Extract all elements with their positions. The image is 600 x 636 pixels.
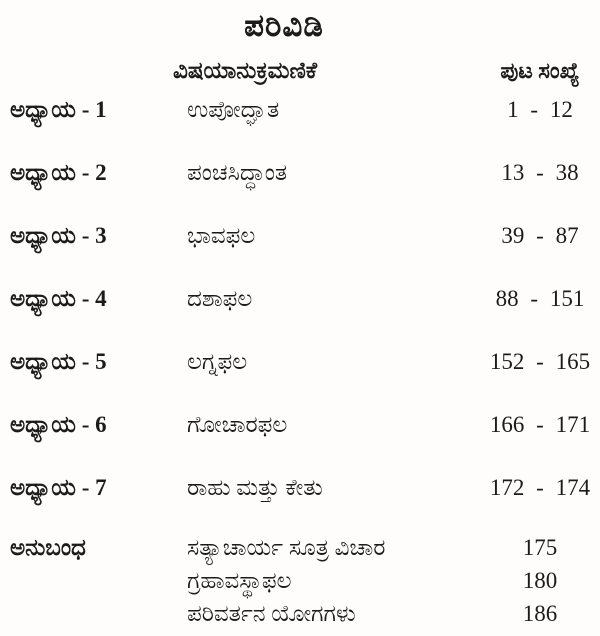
chapter-label: ಅಧ್ಯಾಯ - 3 [10, 223, 107, 248]
page-range: 88 - 151 [495, 286, 585, 311]
chapter-title: ಲಗ್ನಫಲ [187, 349, 248, 374]
page-range: 172 - 174 [489, 475, 591, 500]
toc-row: ಅಧ್ಯಾಯ - 1 ಉಪೋದ್ಘಾತ 1 - 12 [10, 95, 600, 125]
subject-column-header: ವಿಷಯಾನುಕ್ರಮಣಿಕೆ [173, 58, 318, 83]
page-range: 13 - 38 [501, 160, 579, 185]
page-range: 1 - 12 [507, 97, 573, 122]
toc-row: ಅಧ್ಯಾಯ - 6 ಗೋಚಾರಫಲ 166 - 171 [10, 410, 600, 440]
chapter-label: ಅಧ್ಯಾಯ - 7 [10, 475, 107, 500]
toc-row: ಅಧ್ಯಾಯ - 5 ಲಗ್ನಫಲ 152 - 165 [10, 347, 600, 377]
appendix-row: ಗ್ರಹಾವಸ್ಥಾಫಲ 180 [10, 566, 600, 596]
toc-row: ಅಧ್ಯಾಯ - 7 ರಾಹು ಮತ್ತು ಕೇತು 172 - 174 [10, 473, 600, 503]
appendix-row: ಅನುಬಂಧ ಸತ್ಯಾಚಾರ್ಯ ಸೂತ್ರ ವಿಚಾರ 175 [10, 533, 600, 563]
page-number-column-header: ಪುಟ ಸಂಖ್ಯೆ [500, 58, 580, 83]
appendix-item-page: 180 [522, 568, 558, 593]
page-range: 152 - 165 [489, 349, 591, 374]
chapter-title: ರಾಹು ಮತ್ತು ಕೇತು [187, 475, 323, 500]
appendix-item-page: 175 [522, 535, 558, 560]
chapter-label: ಅಧ್ಯಾಯ - 1 [10, 97, 107, 122]
page-range: 39 - 87 [501, 223, 579, 248]
chapter-label: ಅಧ್ಯಾಯ - 5 [10, 349, 107, 374]
page-range: 166 - 171 [489, 412, 591, 437]
page-title: ಪರಿವಿಡಿ [244, 8, 324, 43]
chapter-label: ಅಧ್ಯಾಯ - 2 [10, 160, 107, 185]
chapter-title: ಪಂಚಸಿದ್ಧಾಂತ [187, 160, 288, 185]
appendix-item-title: ಗ್ರಹಾವಸ್ಥಾಫಲ [187, 568, 292, 593]
chapter-title: ಉಪೋದ್ಘಾತ [187, 97, 280, 122]
chapter-title: ಗೋಚಾರಫಲ [187, 412, 288, 437]
appendix-label: ಅನುಬಂಧ [10, 535, 86, 560]
appendix-item-title: ಸತ್ಯಾಚಾರ್ಯ ಸೂತ್ರ ವಿಚಾರ [187, 535, 386, 560]
toc-row: ಅಧ್ಯಾಯ - 2 ಪಂಚಸಿದ್ಧಾಂತ 13 - 38 [10, 158, 600, 188]
chapter-label: ಅಧ್ಯಾಯ - 6 [10, 412, 107, 437]
appendix-item-title: ಪರಿವರ್ತನ ಯೋಗಗಳು [187, 601, 356, 626]
chapter-title: ದಶಾಫಲ [187, 286, 253, 311]
toc-row: ಅಧ್ಯಾಯ - 3 ಭಾವಫಲ 39 - 87 [10, 221, 600, 251]
table-header-row: ವಿಷಯಾನುಕ್ರಮಣಿಕೆ ಪುಟ ಸಂಖ್ಯೆ [10, 56, 600, 86]
appendix-item-page: 186 [522, 601, 558, 626]
chapter-label: ಅಧ್ಯಾಯ - 4 [10, 286, 107, 311]
toc-row: ಅಧ್ಯಾಯ - 4 ದಶಾಫಲ 88 - 151 [10, 284, 600, 314]
chapter-title: ಭಾವಫಲ [187, 223, 256, 248]
appendix-row: ಪರಿವರ್ತನ ಯೋಗಗಳು 186 [10, 599, 600, 629]
